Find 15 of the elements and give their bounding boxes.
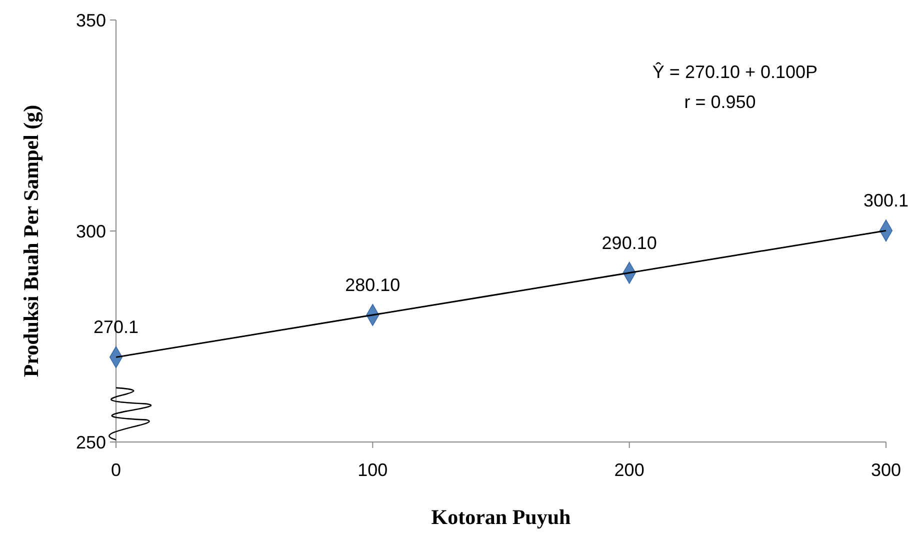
x-tick-label: 200 xyxy=(614,460,644,480)
x-tick-label: 100 xyxy=(358,460,388,480)
y-tick-label: 250 xyxy=(76,432,106,452)
x-tick-label: 0 xyxy=(110,460,122,480)
y-axis-title: Produksi Buah Per Sampel (g) xyxy=(19,104,43,378)
y-tick-label: 350 xyxy=(76,10,106,30)
annotation: Ŷ = 270.10 + 0.100P xyxy=(652,62,818,82)
data-label: 270.1 xyxy=(93,317,139,338)
data-label: 280.10 xyxy=(345,274,400,295)
data-label: 300.1 xyxy=(863,190,909,211)
annotation: r = 0.950 xyxy=(684,92,756,112)
x-axis-title: Kotoran Puyuh xyxy=(431,505,572,529)
data-label: 290.10 xyxy=(602,232,657,253)
y-tick-label: 300 xyxy=(76,221,106,242)
x-tick-label: 300 xyxy=(870,460,902,480)
